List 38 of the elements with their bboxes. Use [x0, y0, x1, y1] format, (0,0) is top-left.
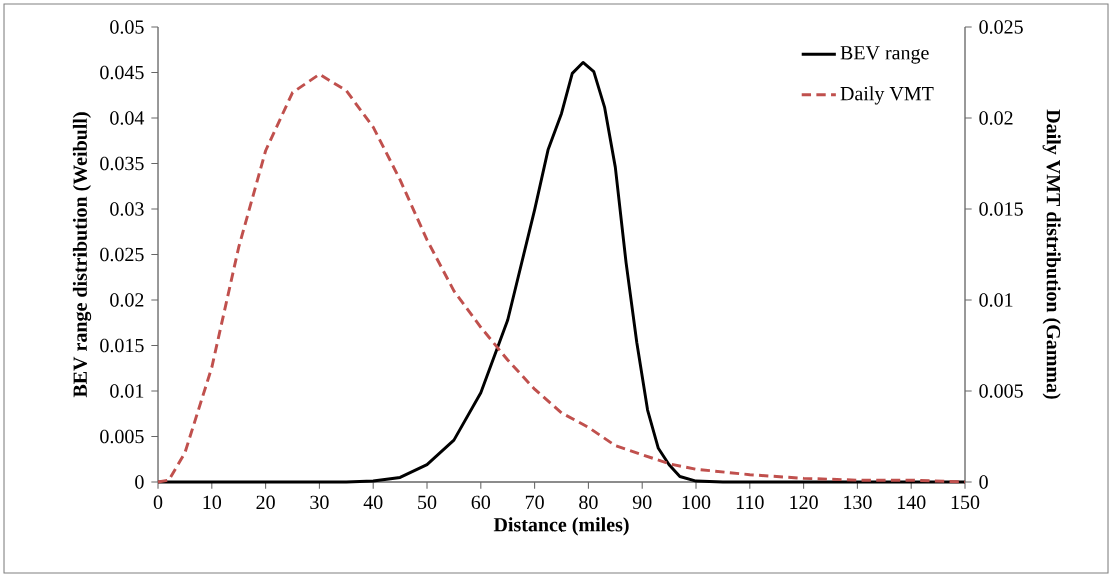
y2-tick-label: 0.025 — [979, 20, 1023, 34]
x-tick-label: 90 — [632, 495, 652, 510]
x-tick-label: 80 — [579, 495, 598, 510]
x-tick-label: 10 — [203, 495, 222, 510]
y-tick-label: 0.04 — [110, 111, 145, 125]
y2-tick-label: 0 — [979, 475, 988, 489]
x-tick-label: 60 — [471, 495, 491, 510]
y2-tick-label: 0.02 — [979, 111, 1013, 125]
x-axis-title: Distance (miles) — [493, 517, 629, 536]
y-tick-label: 0.03 — [110, 202, 144, 216]
y-tick-label: 0.01 — [110, 384, 144, 398]
x-tick-label: 20 — [256, 495, 275, 510]
y-tick-label: 0.045 — [100, 65, 144, 80]
legend-label: BEV range — [840, 46, 929, 64]
y2-tick-label: 0.005 — [979, 384, 1023, 398]
x-tick-label: 100 — [682, 495, 711, 510]
y-tick-label: 0.05 — [110, 20, 144, 34]
x-tick-label: 70 — [525, 495, 544, 510]
y2-tick-label: 0.015 — [979, 202, 1023, 216]
y2-axis-title: Daily VMT distribution (Gamma) — [1042, 109, 1061, 399]
x-tick-label: 140 — [897, 495, 926, 510]
x-tick-label: 0 — [153, 495, 163, 510]
y-tick-label: 0.015 — [100, 338, 144, 353]
y-tick-label: 0.005 — [100, 429, 144, 444]
x-tick-label: 120 — [790, 495, 818, 510]
x-tick-label: 110 — [736, 495, 764, 510]
x-tick-label: 40 — [363, 495, 383, 510]
x-tick-label: 150 — [951, 495, 980, 510]
y2-tick-label: 0.01 — [979, 293, 1013, 307]
x-tick-label: 130 — [844, 495, 872, 510]
y-tick-label: 0.025 — [100, 247, 144, 262]
legend-label: Daily VMT — [840, 86, 934, 105]
y-tick-label: 0 — [135, 475, 144, 489]
y-tick-label: 0.02 — [110, 293, 144, 307]
x-tick-label: 50 — [418, 495, 437, 510]
x-tick-label: 30 — [310, 495, 329, 510]
y-tick-label: 0.035 — [100, 156, 144, 171]
y-axis-title: BEV range distribution (Weibull) — [72, 112, 92, 398]
